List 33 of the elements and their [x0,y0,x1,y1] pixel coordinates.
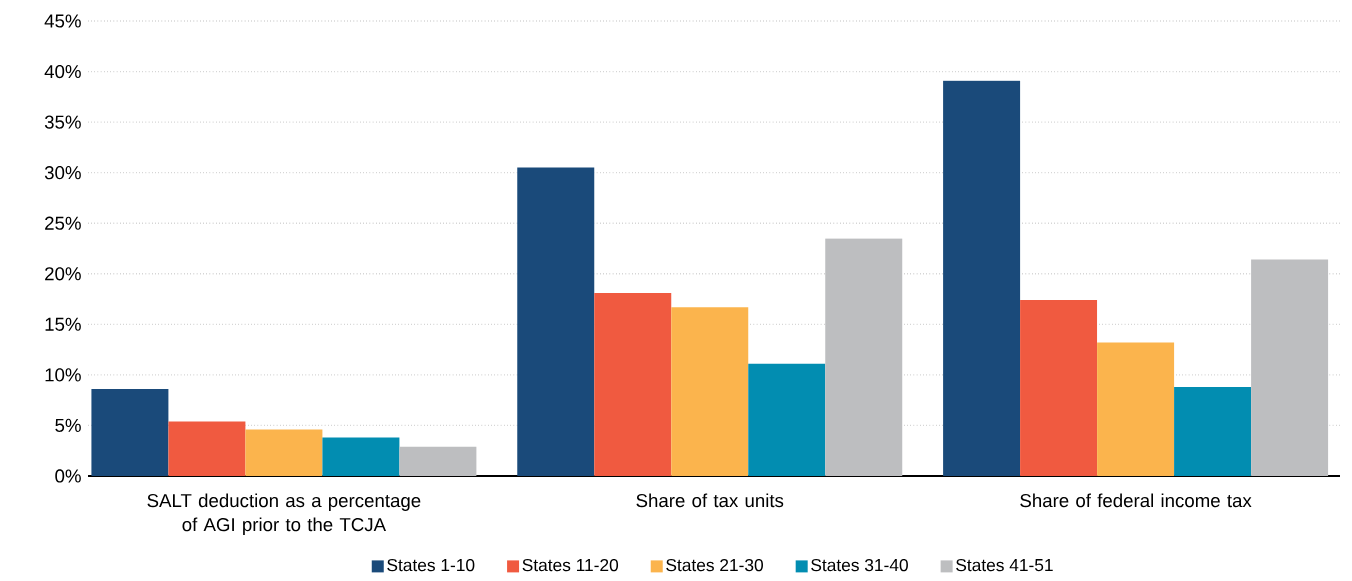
bar [322,437,400,476]
legend-label: States 1-10 [387,558,475,572]
bar [168,421,246,476]
bar [1251,259,1329,476]
y-tick-label: 5% [55,418,81,432]
bar [748,363,826,476]
bar [517,167,595,476]
x-tick-label: SALT deduction as a percentage of AGI prior to the TCJA [147,493,421,535]
y-tick-label: 25% [45,216,81,230]
bar [1097,342,1175,476]
y-tick-label: 15% [45,317,81,331]
bar [245,429,323,476]
bar [1020,300,1098,476]
bar [594,292,672,476]
x-tick-label: Share of tax units [636,493,784,508]
bar [825,238,903,476]
bar [1174,387,1252,476]
bar [943,80,1021,476]
y-tick-label: 45% [44,14,81,28]
legend-label: States 31-40 [811,558,908,572]
legend-label: States 41-51 [956,558,1053,572]
y-tick-label: 35% [44,115,81,129]
y-tick-label: 0% [55,469,81,483]
legend-label: States 21-30 [666,558,763,572]
bar [91,389,169,476]
bar [399,446,477,476]
legend-label: States 11-20 [522,558,619,572]
y-tick-label: 40% [44,64,81,79]
y-tick-label: 20% [45,267,81,281]
y-tick-label: 10% [45,368,81,382]
x-tick-label: Share of federal income tax [1020,493,1252,508]
y-tick-label: 30% [44,166,81,180]
bar [671,307,749,476]
